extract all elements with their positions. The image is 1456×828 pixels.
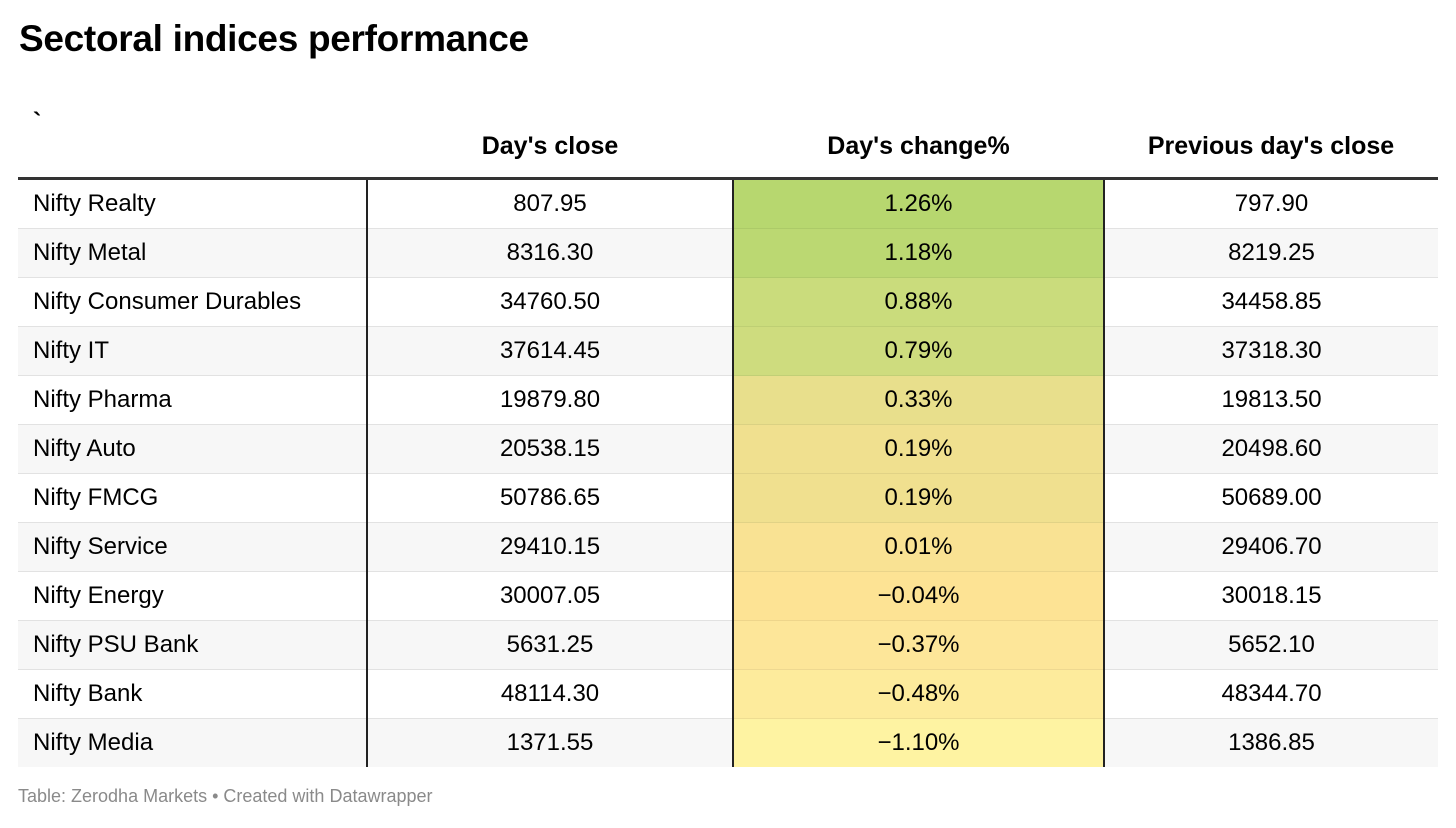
previous-close-cell: 19813.50 <box>1104 375 1438 425</box>
table-body: Nifty Realty 807.95 1.26% 797.90 Nifty Metal… <box>18 178 1438 767</box>
column-header-change: Day's change% <box>733 100 1104 180</box>
column-header-name: ` <box>18 100 367 180</box>
table-row: Nifty Pharma 19879.80 0.33% 19813.50 <box>18 375 1438 425</box>
days-change-cell: −0.04% <box>733 571 1105 621</box>
days-close-cell: 5631.25 <box>367 620 734 670</box>
index-name-cell: Nifty Realty <box>18 178 368 229</box>
days-change-cell: 0.79% <box>733 326 1105 376</box>
table-row: Nifty Auto 20538.15 0.19% 20498.60 <box>18 424 1438 474</box>
table-row: Nifty Metal 8316.30 1.18% 8219.25 <box>18 228 1438 278</box>
table-row: Nifty Bank 48114.30 −0.48% 48344.70 <box>18 669 1438 719</box>
index-name-cell: Nifty Metal <box>18 228 368 278</box>
index-name-cell: Nifty Pharma <box>18 375 368 425</box>
index-name-cell: Nifty Bank <box>18 669 368 719</box>
days-change-cell: −0.48% <box>733 669 1105 719</box>
source-credit: Table: Zerodha Markets • Created with Da… <box>18 786 433 806</box>
table-row: Nifty Realty 807.95 1.26% 797.90 <box>18 178 1438 229</box>
table-row: Nifty FMCG 50786.65 0.19% 50689.00 <box>18 473 1438 523</box>
index-name-cell: Nifty Service <box>18 522 368 572</box>
index-name-cell: Nifty Consumer Durables <box>18 277 368 327</box>
previous-close-cell: 1386.85 <box>1104 718 1438 767</box>
previous-close-cell: 30018.15 <box>1104 571 1438 621</box>
index-name-cell: Nifty IT <box>18 326 368 376</box>
previous-close-cell: 50689.00 <box>1104 473 1438 523</box>
days-close-cell: 1371.55 <box>367 718 734 767</box>
days-change-cell: 1.26% <box>733 178 1105 229</box>
days-close-cell: 8316.30 <box>367 228 734 278</box>
days-change-cell: −0.37% <box>733 620 1105 670</box>
column-header-close: Day's close <box>367 100 733 180</box>
header-row: ` Day's close Day's change% Previous day… <box>18 100 1438 180</box>
previous-close-cell: 20498.60 <box>1104 424 1438 474</box>
previous-close-cell: 8219.25 <box>1104 228 1438 278</box>
index-name-cell: Nifty FMCG <box>18 473 368 523</box>
previous-close-cell: 797.90 <box>1104 178 1438 229</box>
days-change-cell: −1.10% <box>733 718 1105 767</box>
table-row: Nifty Media 1371.55 −1.10% 1386.85 <box>18 718 1438 767</box>
days-close-cell: 48114.30 <box>367 669 734 719</box>
days-change-cell: 0.33% <box>733 375 1105 425</box>
previous-close-cell: 5652.10 <box>1104 620 1438 670</box>
previous-close-cell: 48344.70 <box>1104 669 1438 719</box>
days-change-cell: 0.19% <box>733 473 1105 523</box>
table-row: Nifty Service 29410.15 0.01% 29406.70 <box>18 522 1438 572</box>
table-row: Nifty PSU Bank 5631.25 −0.37% 5652.10 <box>18 620 1438 670</box>
days-change-cell: 0.01% <box>733 522 1105 572</box>
indices-table-container: ` Day's close Day's change% Previous day… <box>18 100 1438 767</box>
days-close-cell: 50786.65 <box>367 473 734 523</box>
days-close-cell: 29410.15 <box>367 522 734 572</box>
days-close-cell: 19879.80 <box>367 375 734 425</box>
column-header-prev-close: Previous day's close <box>1104 100 1438 180</box>
index-name-cell: Nifty PSU Bank <box>18 620 368 670</box>
previous-close-cell: 29406.70 <box>1104 522 1438 572</box>
index-name-cell: Nifty Energy <box>18 571 368 621</box>
days-close-cell: 30007.05 <box>367 571 734 621</box>
indices-table: ` Day's close Day's change% Previous day… <box>18 100 1438 767</box>
days-change-cell: 0.88% <box>733 277 1105 327</box>
index-name-cell: Nifty Media <box>18 718 368 767</box>
previous-close-cell: 34458.85 <box>1104 277 1438 327</box>
days-close-cell: 20538.15 <box>367 424 734 474</box>
table-row: Nifty IT 37614.45 0.79% 37318.30 <box>18 326 1438 376</box>
days-change-cell: 1.18% <box>733 228 1105 278</box>
table-row: Nifty Consumer Durables 34760.50 0.88% 3445… <box>18 277 1438 327</box>
table-row: Nifty Energy 30007.05 −0.04% 30018.15 <box>18 571 1438 621</box>
days-close-cell: 807.95 <box>367 178 734 229</box>
page-title: Sectoral indices performance <box>19 18 529 59</box>
days-change-cell: 0.19% <box>733 424 1105 474</box>
previous-close-cell: 37318.30 <box>1104 326 1438 376</box>
days-close-cell: 37614.45 <box>367 326 734 376</box>
index-name-cell: Nifty Auto <box>18 424 368 474</box>
days-close-cell: 34760.50 <box>367 277 734 327</box>
